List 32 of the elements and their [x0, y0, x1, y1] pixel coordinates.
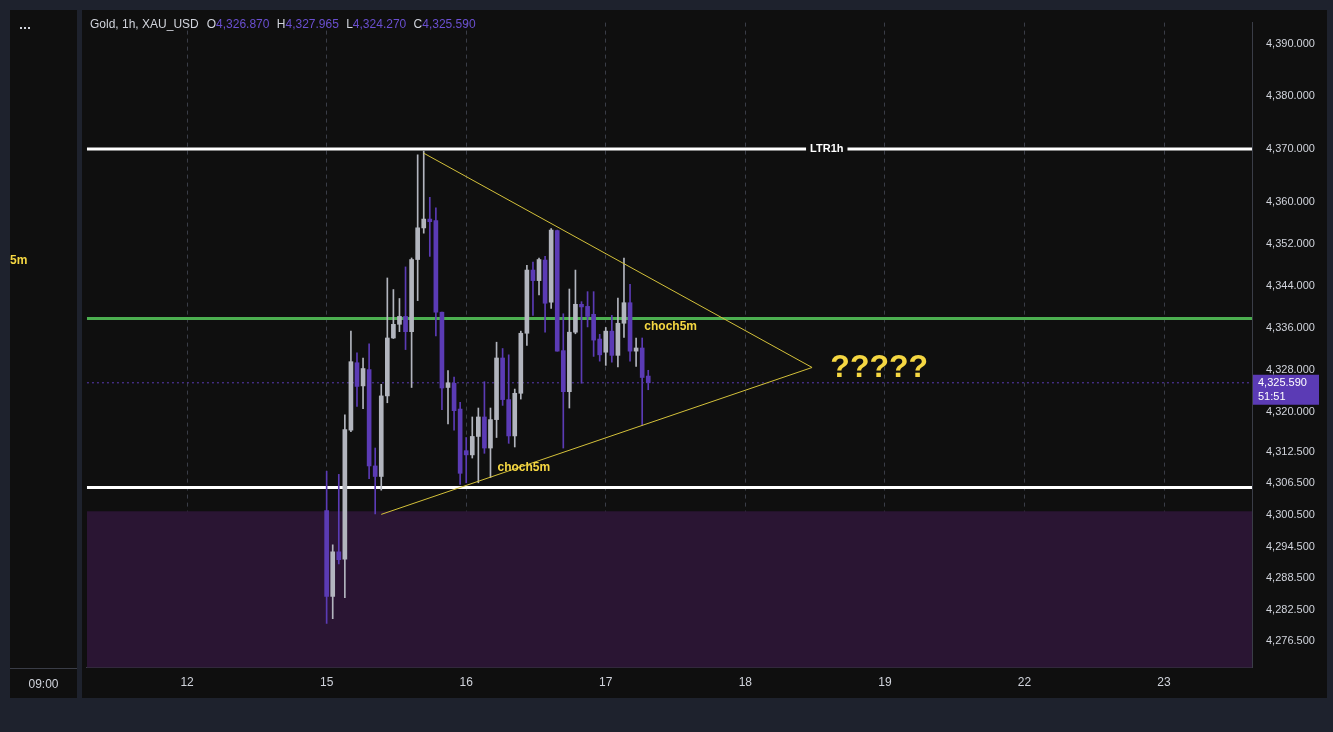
- y-tick-label: 4,352.000: [1266, 236, 1315, 249]
- y-tick-label: 4,336.000: [1266, 321, 1315, 334]
- y-tick-label: 4,360.000: [1266, 194, 1315, 207]
- y-tick-label: 4,328.000: [1266, 363, 1315, 376]
- x-tick-label: 16: [459, 675, 474, 690]
- y-tick-label: 4,276.500: [1266, 634, 1315, 647]
- y-tick-label: 4,380.000: [1266, 89, 1315, 102]
- ref-line-label: 4,325.590 51:51: [1258, 375, 1307, 402]
- x-tick-label: 15: [319, 675, 334, 690]
- x-tick-label: 23: [1157, 675, 1172, 690]
- category-label: 09:00: [28, 677, 59, 691]
- x-tick-label: 17: [599, 675, 613, 690]
- y-tick-label: 4,282.500: [1266, 602, 1315, 615]
- x-tick-label: 22: [1017, 675, 1032, 690]
- x-tick-label: 18: [738, 675, 753, 690]
- x-tick-label: 12: [180, 675, 195, 690]
- chart-title: Gold, 1h, XAU_USD: [90, 17, 199, 31]
- chart-subtitle: O4,326.870 H4,327.965 L4,324.270 C4,325.590: [206, 17, 476, 31]
- y-tick-label: 4,344.000: [1266, 278, 1315, 291]
- y-tick-label: 4,370.000: [1266, 142, 1315, 154]
- ref-line-label: LTR1h: [810, 142, 844, 154]
- x-tick-label: 19: [878, 675, 892, 690]
- annotation: ?????: [830, 347, 929, 384]
- y-tick-label: 4,300.500: [1266, 507, 1315, 520]
- y-tick-label: 4,306.500: [1266, 476, 1315, 489]
- y-tick-label: 4,390.000: [1266, 36, 1315, 49]
- annotation: choch5m: [644, 318, 697, 333]
- text: 5m: [10, 253, 28, 267]
- y-tick-label: 4,294.500: [1266, 539, 1315, 552]
- y-tick-label: 4,320.000: [1266, 405, 1315, 418]
- y-tick-label: 4,288.500: [1266, 571, 1315, 584]
- y-tick-label: 4,312.500: [1266, 444, 1315, 457]
